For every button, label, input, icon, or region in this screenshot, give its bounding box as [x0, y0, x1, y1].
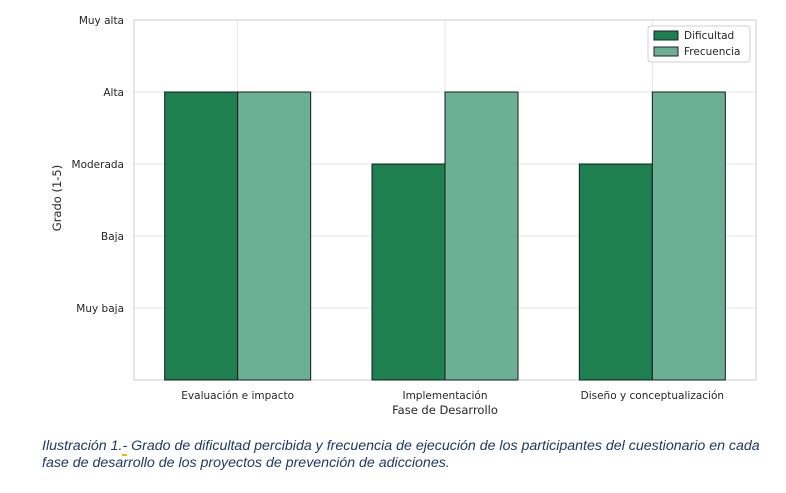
y-tick-label: Alta	[103, 87, 124, 99]
bar-chart: Muy baja Baja Moderada Alta Muy alta Evaluac…	[50, 15, 757, 417]
bar-frecuencia	[444, 91, 519, 381]
bar-frecuencia	[237, 91, 312, 381]
figure-caption: Ilustración 1.- Grado de dificultad perc…	[42, 438, 762, 472]
bar-dificultad	[371, 163, 446, 381]
bars	[164, 91, 726, 381]
caption-text: Grado de dificultad percibida y frecuenc…	[42, 438, 760, 471]
x-axis-label: Fase de Desarrollo	[392, 403, 498, 417]
y-axis-label: Grado (1-5)	[50, 165, 64, 231]
legend-swatch-frecuencia	[653, 46, 679, 57]
legend: Dificultad Frecuencia	[647, 25, 751, 63]
x-tick-label: Implementación	[402, 390, 487, 402]
legend-label-frecuencia: Frecuencia	[684, 46, 741, 58]
x-tick-labels: Evaluación e impacto Implementación Diseño…	[181, 390, 724, 402]
bar-dificultad	[164, 91, 239, 381]
y-tick-label: Moderada	[72, 159, 124, 171]
x-tick-label: Evaluación e impacto	[181, 390, 294, 402]
y-tick-label: Muy alta	[79, 15, 124, 27]
legend-label-dificultad: Dificultad	[684, 30, 734, 42]
y-tick-label: Baja	[101, 231, 124, 243]
bar-frecuencia	[651, 91, 726, 381]
y-tick-labels: Muy baja Baja Moderada Alta Muy alta	[72, 15, 124, 315]
bar-dificultad	[578, 163, 653, 381]
x-tick-label: Diseño y conceptualización	[581, 390, 724, 402]
y-tick-label: Muy baja	[76, 303, 124, 315]
caption-mark: -	[122, 438, 128, 456]
legend-swatch-dificultad	[653, 30, 679, 41]
caption-prefix: Ilustración 1.	[42, 438, 123, 454]
